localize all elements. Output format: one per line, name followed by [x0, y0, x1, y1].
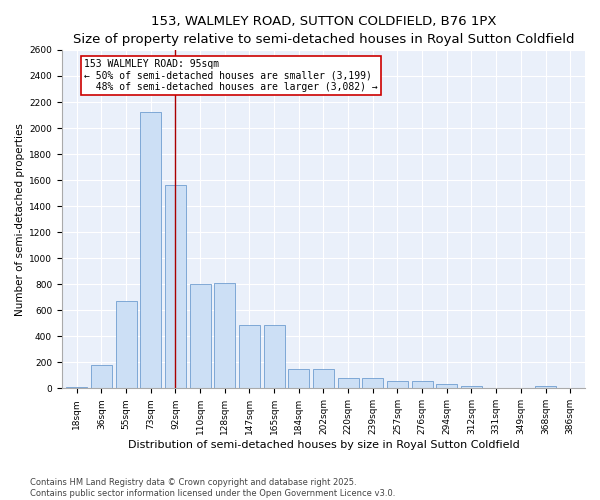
Bar — [313, 369, 334, 388]
X-axis label: Distribution of semi-detached houses by size in Royal Sutton Coldfield: Distribution of semi-detached houses by … — [128, 440, 520, 450]
Bar — [214, 283, 235, 389]
Bar — [263, 324, 284, 388]
Bar — [338, 378, 359, 388]
Title: 153, WALMLEY ROAD, SUTTON COLDFIELD, B76 1PX
Size of property relative to semi-d: 153, WALMLEY ROAD, SUTTON COLDFIELD, B76… — [73, 15, 574, 46]
Bar — [239, 324, 260, 388]
Bar — [165, 186, 186, 388]
Bar — [140, 112, 161, 388]
Bar — [66, 387, 87, 388]
Text: Contains HM Land Registry data © Crown copyright and database right 2025.
Contai: Contains HM Land Registry data © Crown c… — [30, 478, 395, 498]
Bar — [116, 301, 137, 388]
Bar — [190, 284, 211, 389]
Bar — [387, 381, 408, 388]
Bar — [362, 378, 383, 388]
Text: 153 WALMLEY ROAD: 95sqm
← 50% of semi-detached houses are smaller (3,199)
  48% : 153 WALMLEY ROAD: 95sqm ← 50% of semi-de… — [84, 59, 378, 92]
Bar — [412, 380, 433, 388]
Bar — [535, 386, 556, 388]
Bar — [91, 365, 112, 388]
Bar — [288, 369, 309, 388]
Bar — [461, 386, 482, 388]
Y-axis label: Number of semi-detached properties: Number of semi-detached properties — [15, 122, 25, 316]
Bar — [436, 384, 457, 388]
